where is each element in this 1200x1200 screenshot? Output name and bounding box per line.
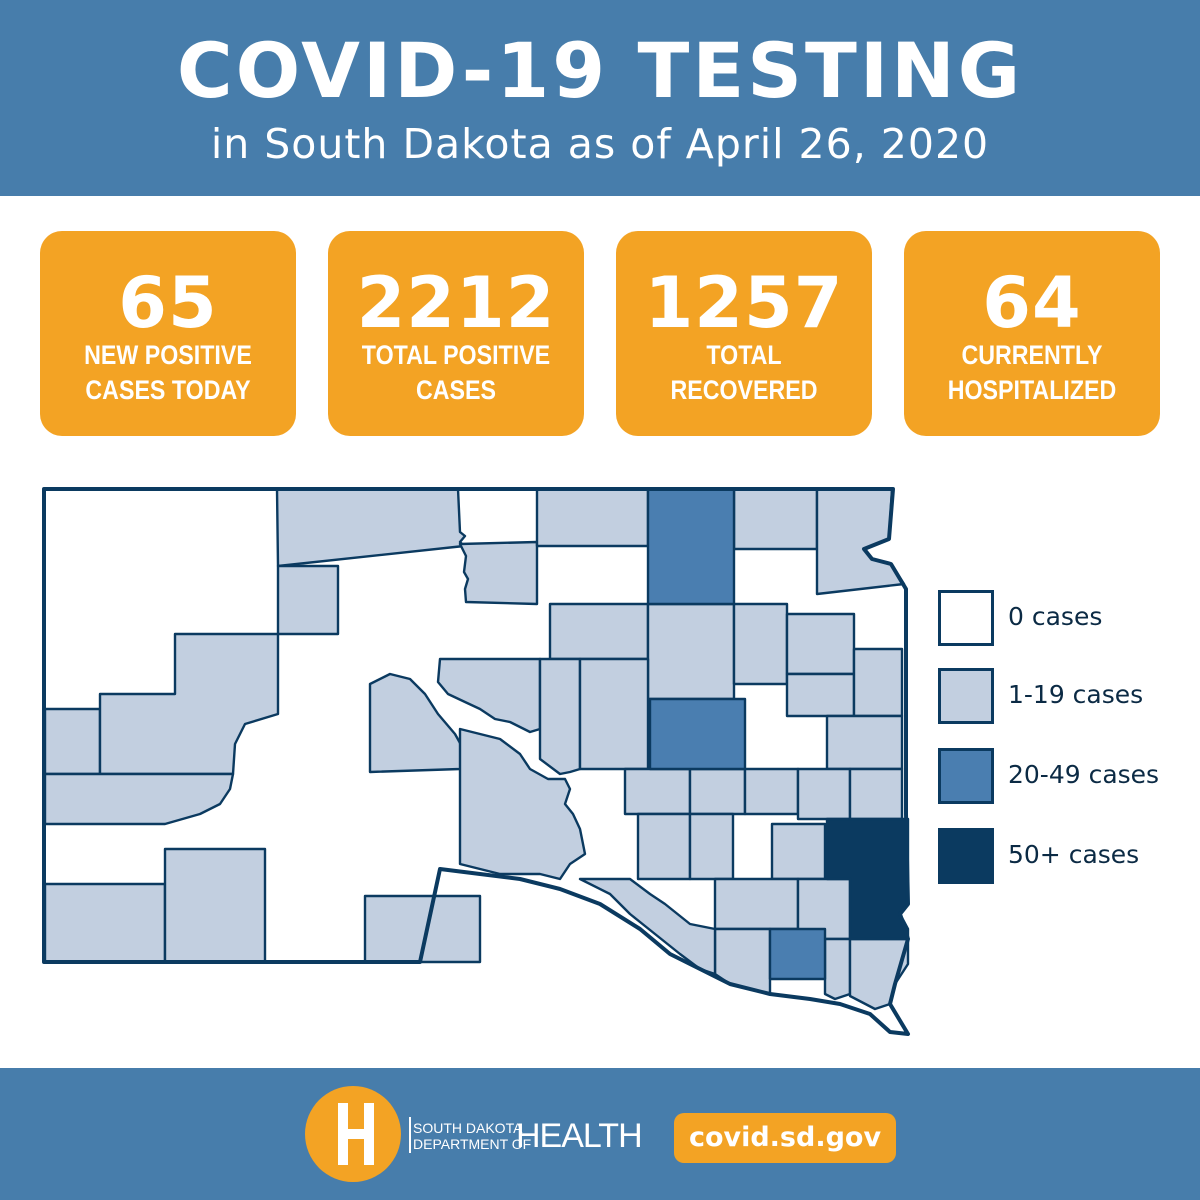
stat-value: 1257 — [644, 262, 844, 344]
header-banner: COVID-19 TESTING in South Dakota as of A… — [0, 0, 1200, 196]
county — [825, 714, 904, 771]
logo-line2: DEPARTMENT OF — [413, 1136, 532, 1152]
stat-value: 65 — [118, 262, 218, 344]
county — [688, 767, 747, 816]
stat-label-line1: CURRENTLY — [961, 340, 1103, 370]
county — [163, 847, 267, 964]
county — [363, 894, 482, 964]
logo-line1: SOUTH DAKOTA — [413, 1120, 523, 1136]
logo-health: HEALTH — [516, 1117, 643, 1155]
county — [623, 767, 692, 816]
county — [768, 927, 827, 981]
county — [732, 602, 789, 686]
legend-swatch — [938, 590, 994, 646]
page-subtitle: in South Dakota as of April 26, 2020 — [210, 120, 990, 168]
county — [43, 882, 167, 964]
county — [535, 487, 650, 548]
stat-value: 2212 — [356, 262, 556, 344]
health-logo-icon — [305, 1086, 401, 1182]
legend-swatch — [938, 748, 994, 804]
county — [578, 877, 717, 976]
legend-swatch — [938, 668, 994, 724]
county — [458, 540, 539, 606]
county — [276, 564, 340, 636]
stat-label-line2: HOSPITALIZED — [947, 375, 1117, 405]
stat-label-line1: NEW POSITIVE — [84, 340, 252, 370]
county — [43, 707, 102, 776]
county — [688, 812, 735, 881]
stat-card-total-positive: 2212 TOTAL POSITIVE CASES — [328, 231, 584, 436]
county — [848, 767, 904, 821]
county — [646, 602, 736, 701]
county — [785, 672, 856, 718]
legend-label: 50+ cases — [1008, 840, 1140, 869]
legend-label: 20-49 cases — [1008, 760, 1160, 789]
county — [770, 822, 827, 881]
stat-card-new-cases: 65 NEW POSITIVE CASES TODAY — [40, 231, 296, 436]
county — [43, 772, 235, 826]
stat-card-hospitalized: 64 CURRENTLY HOSPITALIZED — [904, 231, 1160, 436]
county — [796, 767, 852, 821]
legend-swatch — [938, 828, 994, 884]
stat-label-line1: TOTAL — [706, 340, 782, 370]
logo-divider — [409, 1117, 411, 1153]
county — [713, 877, 800, 931]
county — [785, 612, 856, 676]
county — [636, 812, 692, 881]
website-link-button[interactable]: covid.sd.gov — [674, 1113, 896, 1163]
south-dakota-county-map — [42, 487, 910, 1036]
page-title: COVID-19 TESTING — [176, 26, 1024, 115]
stat-label-line2: CASES — [415, 375, 497, 405]
county — [578, 657, 650, 771]
county — [646, 487, 736, 606]
stat-label-line2: RECOVERED — [670, 375, 818, 405]
county — [648, 697, 747, 771]
stat-label-line1: TOTAL POSITIVE — [361, 340, 551, 370]
county — [458, 727, 587, 881]
footer-banner — [0, 1068, 1200, 1200]
county — [98, 632, 280, 776]
state-outline — [42, 487, 910, 1036]
county — [538, 657, 582, 776]
county — [852, 647, 904, 718]
legend-label: 1-19 cases — [1008, 680, 1144, 709]
county — [823, 937, 852, 1001]
county — [548, 602, 650, 661]
county — [713, 927, 772, 996]
county — [743, 767, 800, 816]
county — [732, 487, 819, 551]
stat-card-total-recovered: 1257 TOTAL RECOVERED — [616, 231, 872, 436]
county — [275, 487, 467, 568]
county — [368, 672, 467, 774]
stat-value: 64 — [982, 262, 1082, 344]
legend-label: 0 cases — [1008, 602, 1103, 631]
county — [436, 657, 542, 734]
stat-label-line2: CASES TODAY — [85, 375, 251, 405]
